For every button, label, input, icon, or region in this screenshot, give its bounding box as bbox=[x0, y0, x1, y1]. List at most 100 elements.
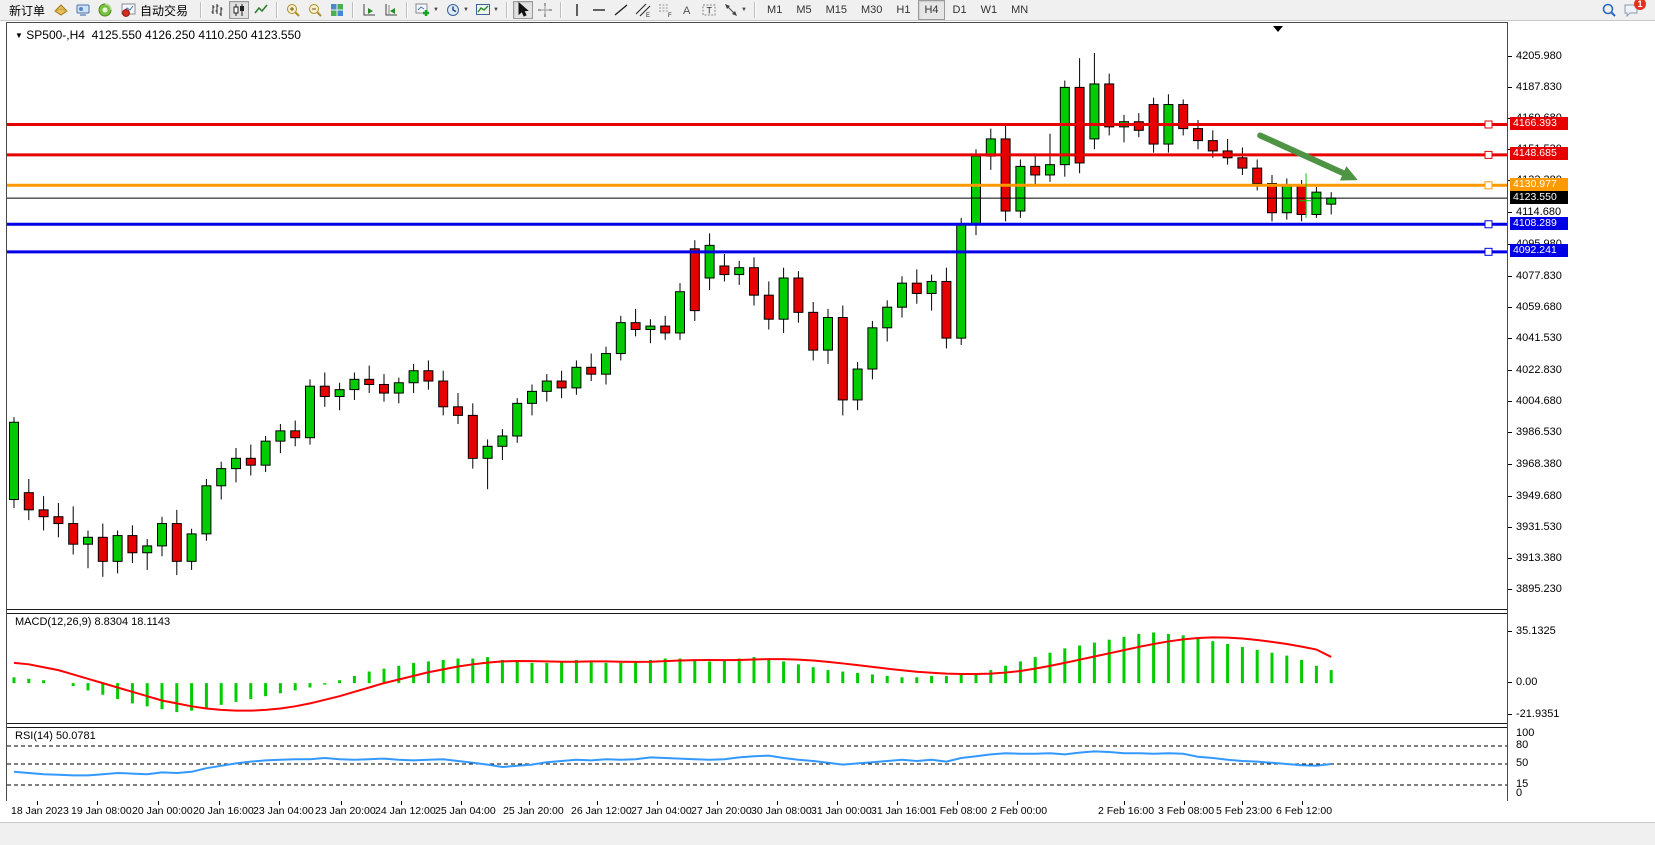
candle[interactable] bbox=[482, 439, 493, 490]
zoom-out-icon[interactable] bbox=[305, 1, 325, 19]
chat-button[interactable]: 1 bbox=[1621, 0, 1646, 19]
price-axis[interactable]: 4205.9804187.8304169.6804151.5304133.380… bbox=[1508, 22, 1654, 800]
candle[interactable] bbox=[778, 267, 789, 333]
candle[interactable] bbox=[1089, 53, 1100, 150]
candle[interactable] bbox=[23, 478, 34, 521]
candle[interactable] bbox=[423, 360, 434, 390]
tab-timeframe-w1[interactable]: W1 bbox=[980, 4, 998, 16]
tile-windows-icon[interactable] bbox=[327, 1, 347, 19]
terminal-icon[interactable] bbox=[73, 1, 93, 19]
candle[interactable] bbox=[749, 257, 759, 306]
candle[interactable] bbox=[171, 509, 182, 576]
tab-timeframe-h4[interactable]: H4 bbox=[918, 0, 945, 20]
arrows-button[interactable]: ▼ bbox=[721, 1, 749, 19]
price-line-label[interactable]: 4148.685 bbox=[1510, 147, 1568, 161]
candle[interactable] bbox=[689, 240, 700, 321]
text-label-icon[interactable]: T bbox=[699, 1, 719, 19]
price-line-label[interactable]: 4166.393 bbox=[1510, 116, 1568, 130]
candle[interactable] bbox=[897, 276, 907, 318]
new-order-tag-icon[interactable] bbox=[51, 1, 71, 19]
candle[interactable] bbox=[393, 377, 404, 404]
candle[interactable] bbox=[1119, 114, 1129, 143]
candle[interactable] bbox=[615, 315, 626, 361]
candle[interactable] bbox=[704, 233, 715, 291]
candle[interactable] bbox=[364, 365, 375, 394]
candle[interactable] bbox=[734, 260, 745, 285]
panel-separator[interactable] bbox=[7, 609, 1507, 614]
candle[interactable] bbox=[379, 374, 389, 402]
chart-plots[interactable]: ▼ SP500-,H4 4125.550 4126.250 4110.250 4… bbox=[6, 22, 1508, 802]
candle[interactable] bbox=[763, 281, 774, 330]
candle[interactable] bbox=[453, 393, 463, 424]
periods-button[interactable]: ▼ bbox=[443, 1, 471, 19]
trend-arrow[interactable] bbox=[1257, 132, 1353, 180]
candle[interactable] bbox=[260, 435, 271, 473]
candle[interactable] bbox=[112, 530, 123, 574]
line-handle[interactable] bbox=[1484, 150, 1493, 159]
candle[interactable] bbox=[1207, 130, 1218, 158]
line-handle[interactable] bbox=[1484, 181, 1493, 190]
candle[interactable] bbox=[1178, 99, 1189, 136]
candle[interactable] bbox=[334, 382, 345, 411]
candle[interactable] bbox=[97, 523, 108, 577]
candle[interactable] bbox=[1222, 138, 1233, 165]
search-icon[interactable] bbox=[1599, 1, 1619, 19]
candle[interactable] bbox=[275, 423, 286, 454]
tab-timeframe-m15[interactable]: M15 bbox=[825, 4, 847, 16]
panel-separator[interactable] bbox=[7, 723, 1507, 728]
cursor-icon[interactable] bbox=[513, 1, 534, 19]
candle[interactable] bbox=[1326, 192, 1337, 215]
candle[interactable] bbox=[823, 308, 833, 364]
candlestick-chart-icon[interactable] bbox=[229, 1, 250, 19]
crosshair-icon[interactable] bbox=[535, 1, 555, 19]
macd-panel[interactable] bbox=[7, 613, 1507, 723]
candle[interactable] bbox=[1030, 154, 1041, 186]
time-axis[interactable]: 18 Jan 2023 19 Jan 08:00 20 Jan 00:00 20 Ja… bbox=[6, 801, 1655, 821]
candle[interactable] bbox=[571, 360, 582, 395]
candle[interactable] bbox=[68, 506, 79, 555]
price-line-label[interactable]: 4092.241 bbox=[1510, 244, 1568, 258]
candle[interactable] bbox=[837, 305, 848, 416]
signal-icon[interactable] bbox=[95, 1, 115, 19]
equidistant-channel-icon[interactable]: E bbox=[633, 1, 653, 19]
tab-timeframe-h1[interactable]: H1 bbox=[896, 4, 911, 16]
candle[interactable] bbox=[541, 374, 552, 402]
candle[interactable] bbox=[186, 528, 197, 570]
candle[interactable] bbox=[157, 516, 167, 557]
fibonacci-icon[interactable]: F bbox=[655, 1, 675, 19]
candle[interactable] bbox=[1059, 80, 1070, 177]
candle[interactable] bbox=[1045, 133, 1055, 182]
candle[interactable] bbox=[53, 502, 64, 538]
zoom-in-icon[interactable] bbox=[283, 1, 303, 19]
candle[interactable] bbox=[38, 496, 49, 531]
auto-trading-button[interactable]: 自动交易 bbox=[117, 1, 195, 19]
price-line-label[interactable]: 4108.289 bbox=[1510, 216, 1568, 230]
rsi-panel[interactable] bbox=[7, 727, 1507, 801]
candle[interactable] bbox=[867, 320, 878, 380]
chart-shift-icon[interactable] bbox=[381, 1, 401, 19]
tab-timeframe-d1[interactable]: D1 bbox=[952, 4, 967, 16]
candle[interactable] bbox=[719, 253, 730, 282]
candle[interactable] bbox=[630, 308, 641, 337]
line-chart-icon[interactable] bbox=[251, 1, 271, 19]
candle[interactable] bbox=[985, 128, 996, 170]
new-order-button[interactable]: 新订单 bbox=[9, 3, 46, 18]
tab-timeframe-mn[interactable]: MN bbox=[1011, 4, 1029, 16]
candle[interactable] bbox=[467, 403, 478, 469]
candle[interactable] bbox=[645, 319, 656, 344]
line-handle[interactable] bbox=[1484, 220, 1493, 229]
bar-chart-icon[interactable] bbox=[207, 1, 227, 19]
chevron-down-icon[interactable]: ▼ bbox=[15, 31, 23, 40]
candle[interactable] bbox=[349, 372, 360, 400]
candle[interactable] bbox=[1311, 186, 1322, 218]
candle[interactable] bbox=[660, 315, 671, 340]
candle[interactable] bbox=[1015, 159, 1026, 218]
candle[interactable] bbox=[601, 346, 611, 385]
tab-timeframe-m5[interactable]: M5 bbox=[796, 4, 812, 16]
candle[interactable] bbox=[290, 420, 301, 447]
candle[interactable] bbox=[852, 362, 863, 411]
candle[interactable] bbox=[1237, 147, 1248, 175]
candle[interactable] bbox=[9, 417, 19, 509]
candle[interactable] bbox=[438, 370, 449, 416]
candle[interactable] bbox=[216, 461, 227, 500]
